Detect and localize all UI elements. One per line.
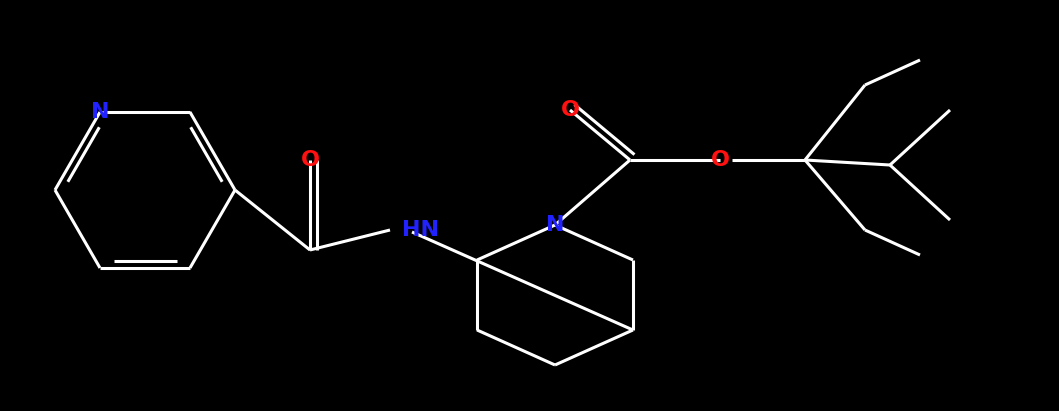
- Text: N: N: [545, 215, 564, 235]
- Text: N: N: [91, 102, 109, 122]
- Text: O: O: [711, 150, 730, 170]
- Text: HN: HN: [402, 220, 439, 240]
- Text: O: O: [560, 100, 579, 120]
- Text: O: O: [301, 150, 320, 170]
